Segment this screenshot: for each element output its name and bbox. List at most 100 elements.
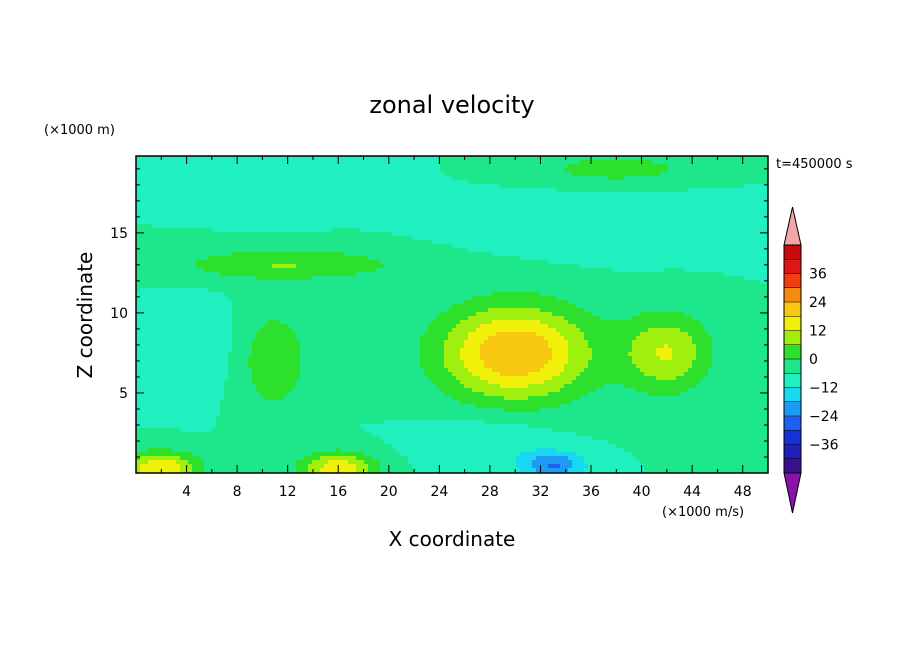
field-cell (176, 276, 181, 281)
field-cell (568, 156, 573, 161)
field-cell (524, 224, 529, 229)
field-cell (636, 188, 641, 193)
field-cell (620, 192, 625, 197)
field-cell (144, 272, 149, 277)
field-cell (464, 204, 469, 209)
field-cell (440, 188, 445, 193)
field-cell (212, 192, 217, 197)
field-cell (336, 192, 341, 197)
field-cell (488, 164, 493, 169)
field-cell (144, 192, 149, 197)
field-cell (432, 192, 437, 197)
field-cell (332, 272, 337, 277)
field-cell (348, 244, 353, 249)
field-cell (340, 168, 345, 173)
field-cell (680, 236, 685, 241)
field-cell (560, 228, 565, 233)
field-cell (372, 224, 377, 229)
field-cell (384, 256, 389, 261)
field-cell (748, 188, 753, 193)
field-cell (168, 236, 173, 241)
field-cell (348, 188, 353, 193)
field-cell (364, 280, 369, 285)
field-cell (576, 272, 581, 277)
field-cell (480, 224, 485, 229)
field-cell (172, 196, 177, 201)
field-cell (392, 168, 397, 173)
field-cell (424, 168, 429, 173)
field-cell (684, 164, 689, 169)
field-cell (740, 276, 745, 281)
field-cell (704, 184, 709, 189)
field-cell (664, 216, 669, 221)
field-cell (468, 236, 473, 241)
field-cell (760, 208, 765, 213)
field-cell (556, 272, 561, 277)
field-cell (452, 196, 457, 201)
field-cell (764, 256, 768, 261)
field-cell (420, 164, 425, 169)
field-cell (324, 184, 329, 189)
field-cell (708, 268, 713, 273)
field-cell (436, 260, 441, 265)
field-cell (660, 244, 665, 249)
field-cell (428, 156, 433, 161)
field-cell (584, 228, 589, 233)
field-cell (552, 200, 557, 205)
field-cell (344, 264, 349, 269)
field-cell (740, 212, 745, 217)
field-cell (340, 228, 345, 233)
field-cell (268, 248, 273, 253)
field-cell (376, 204, 381, 209)
field-cell (172, 240, 177, 245)
field-cell (520, 168, 525, 173)
field-cell (456, 168, 461, 173)
field-cell (688, 268, 693, 273)
field-cell (256, 264, 261, 269)
field-cell (428, 244, 433, 249)
field-cell (740, 260, 745, 265)
field-cell (420, 252, 425, 257)
field-cell (644, 156, 649, 161)
field-cell (288, 196, 293, 201)
field-cell (368, 176, 373, 181)
field-cell (496, 156, 501, 161)
field-cell (180, 160, 185, 165)
field-cell (280, 168, 285, 173)
field-cell (140, 252, 145, 257)
field-cell (312, 264, 317, 269)
field-cell (640, 204, 645, 209)
field-cell (300, 172, 305, 177)
field-cell (200, 268, 205, 273)
field-cell (248, 168, 253, 173)
field-cell (672, 268, 677, 273)
field-cell (760, 244, 765, 249)
field-cell (164, 248, 169, 253)
field-cell (740, 204, 745, 209)
field-cell (536, 268, 541, 273)
field-cell (144, 236, 149, 241)
field-cell (280, 160, 285, 165)
field-cell (204, 248, 209, 253)
field-cell (308, 196, 313, 201)
field-cell (732, 276, 737, 281)
field-cell (276, 180, 281, 185)
field-cell (396, 268, 401, 273)
field-cell (376, 268, 381, 273)
field-cell (664, 256, 669, 261)
field-cell (668, 196, 673, 201)
field-cell (596, 156, 601, 161)
field-cell (304, 164, 309, 169)
field-cell (692, 244, 697, 249)
field-cell (220, 168, 225, 173)
field-cell (504, 260, 509, 265)
field-cell (452, 232, 457, 237)
field-cell (244, 168, 249, 173)
field-cell (148, 168, 153, 173)
field-cell (552, 216, 557, 221)
field-cell (604, 196, 609, 201)
field-cell (632, 160, 637, 165)
field-cell (144, 160, 149, 165)
field-cell (164, 212, 169, 217)
field-cell (160, 220, 165, 225)
